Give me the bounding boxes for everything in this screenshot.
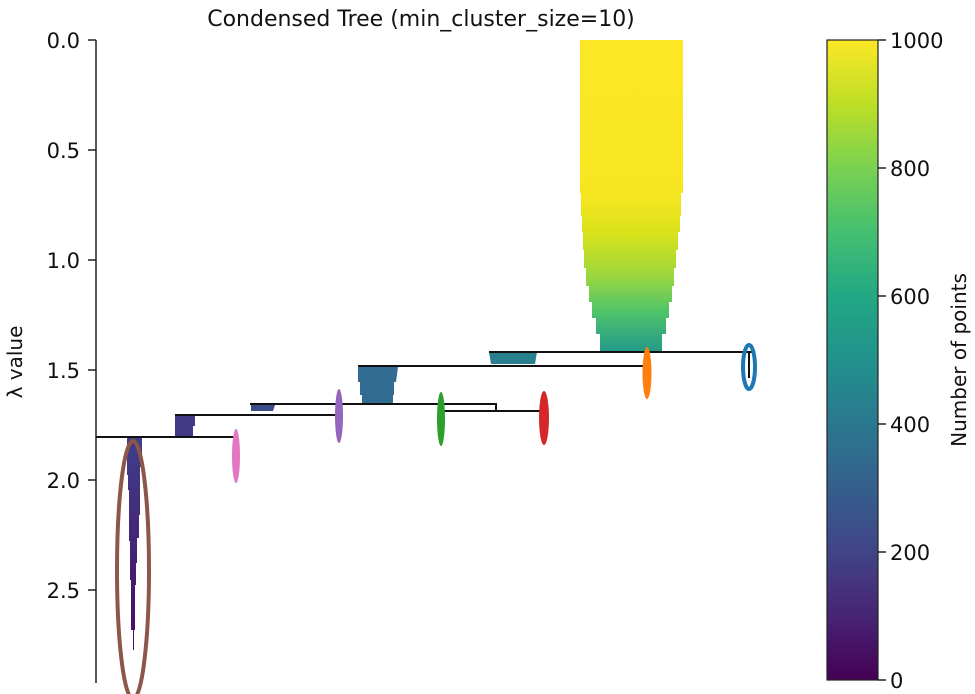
- y-tick-label: 1.0: [47, 249, 80, 273]
- cluster-ellipse-blue: [741, 343, 757, 391]
- cluster-branch: [358, 367, 398, 404]
- cluster-marker-purple: [335, 389, 343, 443]
- colorbar-tick-label: 1000: [890, 29, 943, 53]
- y-tick-label: 2.0: [47, 469, 80, 493]
- y-tick-label: 2.5: [47, 579, 80, 603]
- cluster-marker-pink: [232, 429, 240, 483]
- y-tick-label: 0.5: [47, 139, 80, 163]
- cluster-marker-green: [437, 392, 445, 446]
- root-cluster-branch: [580, 40, 683, 352]
- chart-title: Condensed Tree (min_cluster_size=10): [207, 7, 635, 32]
- cluster-branch: [127, 437, 142, 650]
- cluster-branch: [251, 405, 275, 411]
- colorbar-tick-label: 400: [890, 413, 930, 437]
- cluster-ellipse-brown: [115, 439, 151, 694]
- y-axis-label: λ value: [3, 326, 27, 399]
- selected-clusters: [115, 343, 757, 694]
- cluster-branch: [489, 352, 537, 364]
- colorbar: 1000 800 600 400 200 0 Number of points: [826, 29, 971, 693]
- y-tick-label: 1.5: [47, 359, 80, 383]
- colorbar-tick-label: 0: [890, 669, 903, 693]
- cluster-branch: [175, 415, 195, 436]
- y-axis: 0.0 0.5 1.0 1.5 2.0 2.5 λ value: [3, 29, 97, 683]
- colorbar-tick-label: 800: [890, 157, 930, 181]
- cluster-marker-orange: [642, 347, 652, 399]
- colorbar-label: Number of points: [947, 273, 971, 447]
- colorbar-tick-label: 200: [890, 541, 930, 565]
- cluster-marker-red: [539, 391, 549, 445]
- split-lines: [96, 351, 752, 438]
- colorbar-tick-label: 600: [890, 285, 930, 309]
- y-tick-label: 0.0: [47, 29, 80, 53]
